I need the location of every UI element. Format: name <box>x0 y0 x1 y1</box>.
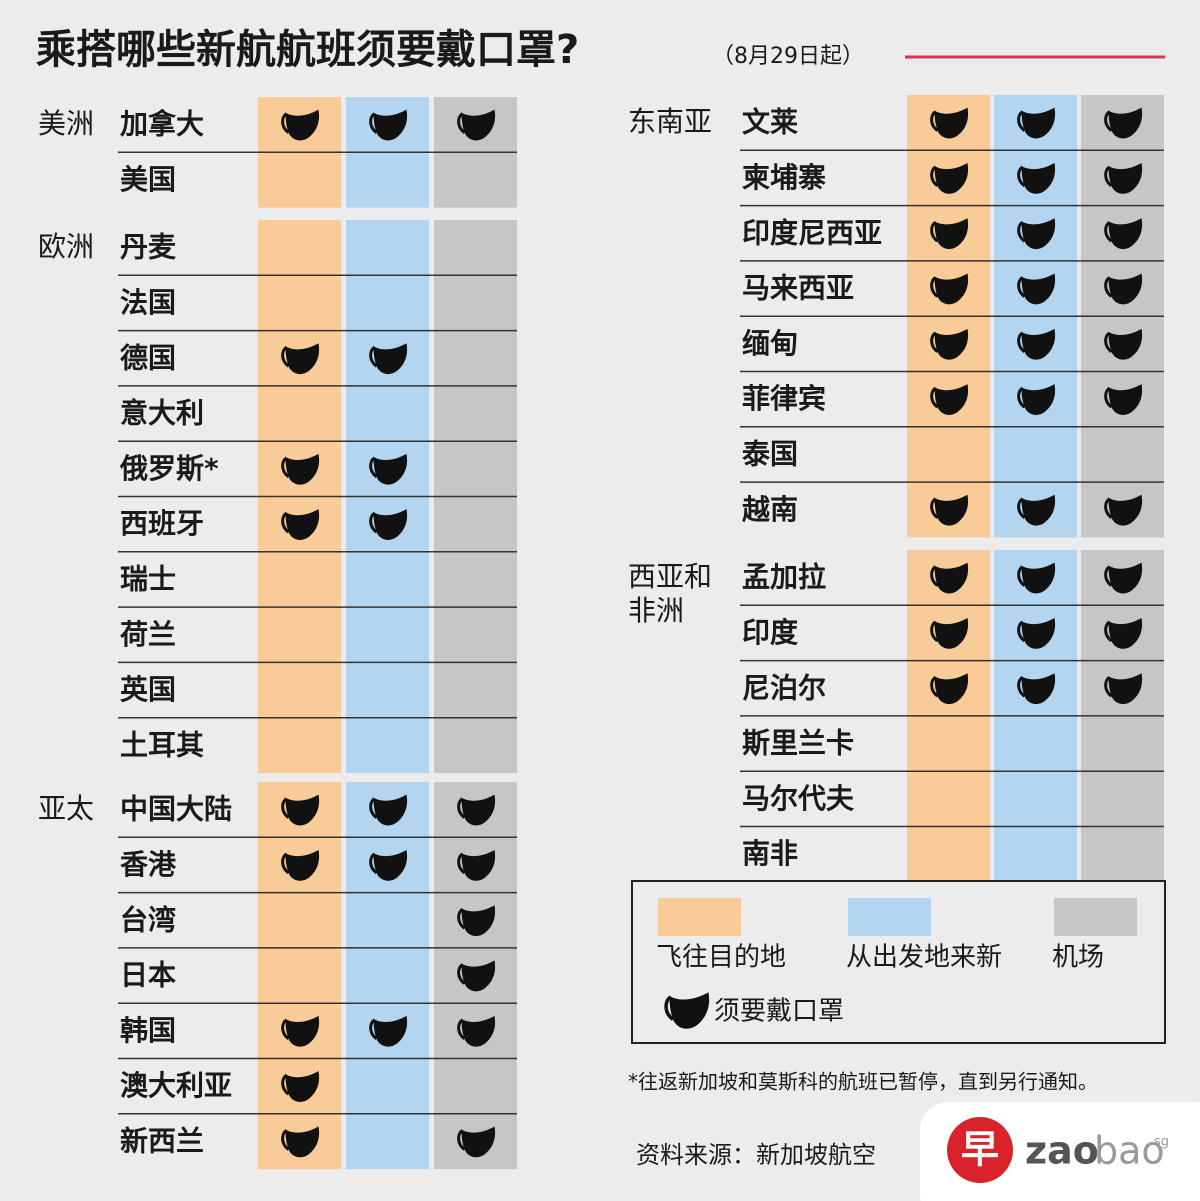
legend-swatch <box>658 898 741 936</box>
legend-label: 机场 <box>1052 943 1104 973</box>
country-name: 菲律宾 <box>742 382 826 415</box>
country-name: 马来西亚 <box>742 272 854 305</box>
source: 资料来源：新加坡航空 <box>636 1141 876 1169</box>
country-name: 台湾 <box>120 903 176 936</box>
legend-label: 飞往目的地 <box>656 943 786 973</box>
country-name: 澳大利亚 <box>120 1069 232 1102</box>
country-name: 文莱 <box>742 106 798 139</box>
logo-circle <box>947 1117 1013 1183</box>
country-name: 马尔代夫 <box>742 782 855 815</box>
column-band <box>346 782 429 1170</box>
country-name: 俄罗斯* <box>119 452 219 485</box>
country-name: 土耳其 <box>120 728 204 761</box>
country-name: 印度尼西亚 <box>742 216 882 249</box>
footnote: *往返新加坡和莫斯科的航班已暂停，直到另行通知。 <box>628 1070 1098 1094</box>
country-name: 尼泊尔 <box>742 671 826 704</box>
country-name: 斯里兰卡 <box>742 727 854 760</box>
title: 乘搭哪些新航航班须要戴口罩? <box>36 27 579 73</box>
country-name: 法国 <box>120 286 176 319</box>
region-label: 亚太 <box>38 792 94 825</box>
country-name: 丹麦 <box>120 231 177 264</box>
country-name: 孟加拉 <box>742 561 826 594</box>
country-name: 瑞士 <box>120 562 176 595</box>
legend-swatch <box>1054 898 1137 936</box>
country-name: 日本 <box>120 959 176 992</box>
region-label: 美洲 <box>38 107 94 140</box>
country-name: 新西兰 <box>120 1124 204 1157</box>
country-name: 越南 <box>742 493 798 526</box>
region-label: 东南亚 <box>628 105 712 138</box>
legend-label: 须要戴口罩 <box>714 997 844 1027</box>
country-name: 英国 <box>120 673 176 706</box>
logo-mark: 早 <box>961 1128 999 1172</box>
country-name: 中国大陆 <box>120 793 232 826</box>
column-band <box>258 782 341 1170</box>
logo-suffix: sg <box>1154 1135 1169 1150</box>
logo-name-light: bao <box>1094 1129 1165 1173</box>
country-name: 西班牙 <box>120 507 204 540</box>
country-name: 韩国 <box>120 1014 176 1047</box>
date: （8月29日起） <box>712 44 864 69</box>
logo-name-bold: zao <box>1025 1129 1099 1173</box>
country-name: 泰国 <box>742 437 798 470</box>
country-name: 加拿大 <box>120 108 204 141</box>
legend-box <box>631 880 1166 1044</box>
region-label: 西亚和 <box>628 560 712 593</box>
country-name: 意大利 <box>120 397 204 430</box>
country-name: 荷兰 <box>120 618 176 651</box>
country-name: 美国 <box>120 163 176 196</box>
country-name: 缅甸 <box>742 327 798 360</box>
country-name: 德国 <box>120 341 176 374</box>
region-label: 非洲 <box>628 594 684 627</box>
legend-swatch <box>848 898 931 936</box>
region-label: 欧洲 <box>38 230 94 263</box>
country-name: 南非 <box>742 837 798 870</box>
country-name: 印度 <box>742 616 798 649</box>
legend-label: 从出发地来新 <box>846 943 1002 973</box>
country-name: 柬埔寨 <box>742 161 826 194</box>
country-name: 香港 <box>120 848 177 881</box>
